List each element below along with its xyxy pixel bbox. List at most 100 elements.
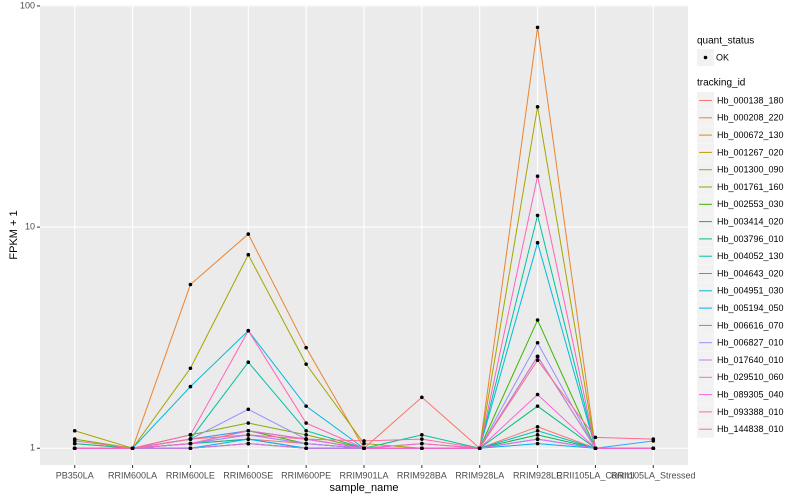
point [593, 446, 598, 451]
x-tick-label: PB350LA [56, 470, 94, 480]
point [535, 25, 540, 30]
x-tick-label: RRIM600LA [108, 470, 157, 480]
point [72, 428, 77, 433]
legend-label: Hb_004052_130 [717, 251, 784, 261]
x-axis-title: sample_name [329, 482, 398, 494]
x-tick-label: RRIM600LE [166, 470, 215, 480]
point [535, 340, 540, 345]
point [246, 433, 251, 437]
point [246, 441, 251, 446]
point [535, 404, 540, 408]
legend-label: Hb_003796_010 [717, 234, 784, 244]
point [535, 318, 540, 322]
legend-label: Hb_005194_050 [717, 303, 784, 313]
point [477, 446, 482, 451]
point [535, 425, 540, 429]
legend-label: Hb_093388_010 [717, 407, 784, 417]
x-tick-label: RRII105LA_Control [556, 470, 634, 480]
point [304, 433, 308, 437]
point [246, 232, 251, 236]
y-tick-label: 100 [20, 0, 35, 10]
point [362, 439, 366, 443]
point [535, 428, 540, 433]
point [362, 446, 366, 451]
point [535, 104, 540, 109]
point [535, 358, 540, 363]
point [304, 428, 308, 433]
point [420, 433, 424, 437]
y-tick-label: 10 [25, 221, 35, 231]
x-tick-label: RRIM928LE [513, 470, 562, 480]
legend-point [703, 55, 708, 60]
point [188, 366, 193, 371]
legend-label: Hb_000138_180 [717, 95, 784, 105]
point [72, 446, 77, 451]
point [246, 428, 251, 433]
point [304, 362, 308, 366]
point [72, 439, 77, 443]
point [188, 384, 193, 389]
legend-label: Hb_144838_010 [717, 424, 784, 434]
point [420, 446, 424, 451]
legend-title: quant_status [697, 36, 754, 47]
point [188, 437, 193, 441]
y-tick-label: 1 [30, 443, 35, 453]
point [304, 345, 308, 350]
point [246, 407, 251, 412]
legend-label: Hb_006616_070 [717, 320, 784, 330]
point [535, 174, 540, 178]
legend-label: Hb_001761_160 [717, 182, 784, 192]
x-tick-label: RRII105LA_Stressed [611, 470, 696, 480]
point [535, 354, 540, 359]
point [651, 446, 656, 451]
point [535, 433, 540, 437]
legend-label: Hb_004951_030 [717, 286, 784, 296]
point [420, 437, 424, 441]
legend-label: Hb_001267_020 [717, 147, 784, 157]
point [188, 441, 193, 446]
point [420, 441, 424, 446]
point [362, 441, 366, 446]
point [188, 433, 193, 437]
point [535, 441, 540, 446]
x-tick-label: RRIM600SE [223, 470, 273, 480]
legend-label: Hb_002553_030 [717, 199, 784, 209]
x-tick-label: RRIM600PE [281, 470, 331, 480]
x-tick-label: RRIM901LA [339, 470, 388, 480]
point [188, 282, 193, 287]
point [246, 437, 251, 441]
point [246, 360, 251, 364]
legend-label: Hb_017640_010 [717, 355, 784, 365]
point [246, 328, 251, 333]
point [651, 437, 656, 441]
legend-label: Hb_000208_220 [717, 113, 784, 123]
point [304, 441, 308, 446]
point [535, 240, 540, 245]
point [304, 446, 308, 451]
legend-label: Hb_003414_020 [717, 216, 784, 226]
point [420, 395, 424, 400]
legend-title: tracking_id [697, 78, 745, 89]
point [188, 446, 193, 451]
legend-label: Hb_001300_090 [717, 165, 784, 175]
point [304, 421, 308, 425]
point [130, 446, 135, 451]
legend-label: Hb_004643_020 [717, 268, 784, 278]
legend-label: OK [716, 52, 729, 62]
legend-label: Hb_089305_040 [717, 389, 784, 399]
point [535, 213, 540, 218]
point [304, 437, 308, 441]
x-tick-label: RRIM928BA [397, 470, 447, 480]
point [72, 441, 77, 446]
legend-label: Hb_029510_060 [717, 372, 784, 382]
point [593, 435, 598, 440]
point [304, 404, 308, 408]
legend-label: Hb_006827_010 [717, 338, 784, 348]
y-axis-title: FPKM + 1 [8, 210, 20, 259]
legend-label: Hb_000672_130 [717, 130, 784, 140]
x-tick-label: RRIM928LA [455, 470, 504, 480]
point [535, 392, 540, 397]
point [535, 437, 540, 441]
point [246, 252, 251, 257]
